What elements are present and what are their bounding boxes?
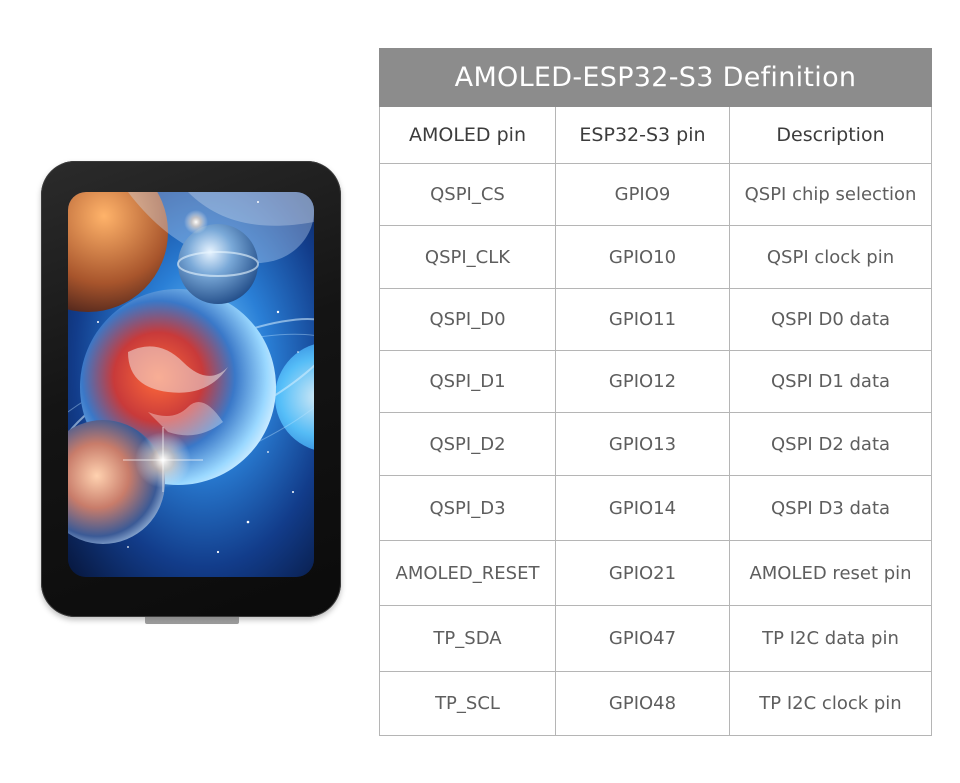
table-row: TP_SDA GPIO47 TP I2C data pin [379,605,933,672]
esp32-pin-cell: GPIO11 [555,288,730,351]
description-cell: TP I2C data pin [728,605,933,672]
amoled-pin-cell: QSPI_CLK [379,225,556,289]
amoled-pin-cell: QSPI_CS [379,163,556,226]
description-cell: QSPI D2 data [728,412,933,476]
table-row: QSPI_D2 GPIO13 QSPI D2 data [379,412,933,476]
header-amoled-pin: AMOLED pin [379,106,556,164]
space-planets-artwork [68,192,314,577]
description-cell: QSPI D0 data [728,288,933,351]
amoled-pin-cell: QSPI_D2 [379,412,556,476]
amoled-pin-cell: QSPI_D0 [379,288,556,351]
esp32-pin-cell: GPIO21 [555,540,730,606]
pin-definition-table: AMOLED-ESP32-S3 Definition AMOLED pin ES… [378,48,933,736]
esp32-pin-cell: GPIO13 [555,412,730,476]
amoled-pin-cell: QSPI_D1 [379,350,556,413]
amoled-pin-cell: TP_SCL [379,671,556,736]
device-screen [68,192,314,577]
description-cell: TP I2C clock pin [728,671,933,736]
description-cell: QSPI chip selection [728,163,933,226]
table-row: AMOLED_RESET GPIO21 AMOLED reset pin [379,540,933,606]
esp32-pin-cell: GPIO9 [555,163,730,226]
esp32-pin-cell: GPIO10 [555,225,730,289]
table-row: QSPI_D3 GPIO14 QSPI D3 data [379,475,933,541]
table-row: TP_SCL GPIO48 TP I2C clock pin [379,671,933,736]
description-cell: QSPI D1 data [728,350,933,413]
table-row: QSPI_CS GPIO9 QSPI chip selection [379,163,933,226]
header-esp32-pin: ESP32-S3 pin [555,106,730,164]
description-cell: QSPI D3 data [728,475,933,541]
description-cell: AMOLED reset pin [728,540,933,606]
table-row: QSPI_D0 GPIO11 QSPI D0 data [379,288,933,351]
esp32-pin-cell: GPIO14 [555,475,730,541]
table-row: QSPI_CLK GPIO10 QSPI clock pin [379,225,933,289]
table-row: QSPI_D1 GPIO12 QSPI D1 data [379,350,933,413]
esp32-pin-cell: GPIO47 [555,605,730,672]
esp32-pin-cell: GPIO12 [555,350,730,413]
amoled-pin-cell: QSPI_D3 [379,475,556,541]
amoled-device [41,161,341,624]
amoled-pin-cell: TP_SDA [379,605,556,672]
esp32-pin-cell: GPIO48 [555,671,730,736]
description-cell: QSPI clock pin [728,225,933,289]
amoled-pin-cell: AMOLED_RESET [379,540,556,606]
table-title: AMOLED-ESP32-S3 Definition [378,48,933,107]
header-description: Description [728,106,933,164]
